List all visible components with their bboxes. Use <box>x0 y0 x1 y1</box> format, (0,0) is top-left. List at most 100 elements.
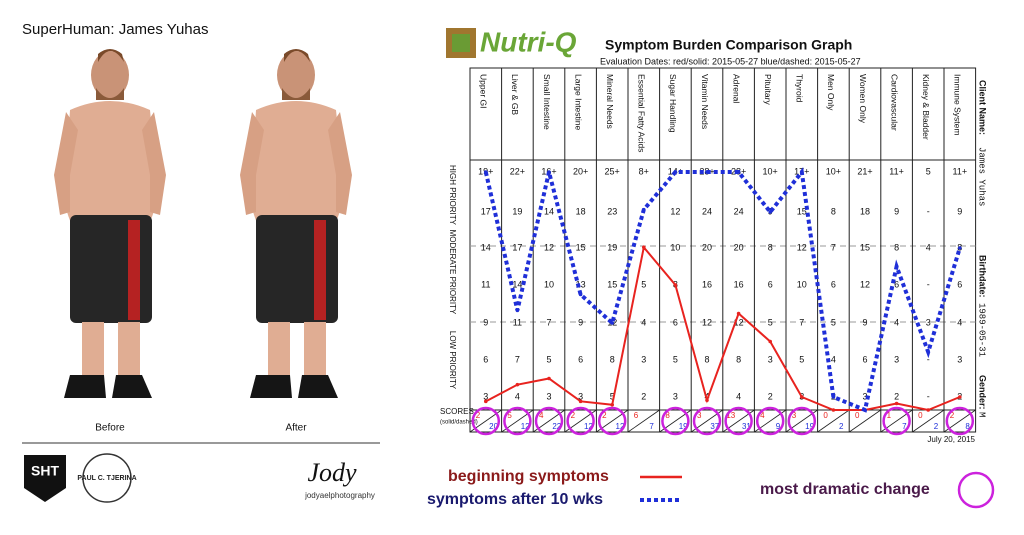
series-point <box>705 170 709 174</box>
score-label: 2 <box>602 411 607 420</box>
scale-label: 5 <box>799 354 804 364</box>
scale-label: 4 <box>926 242 931 252</box>
report-date: July 20, 2015 <box>927 435 975 444</box>
series-point <box>958 395 962 399</box>
score-label: 19 <box>679 422 688 431</box>
scale-label: 20 <box>734 242 744 252</box>
scale-label: 5 <box>546 354 551 364</box>
logo-tjerina: PAUL C. TJERINA <box>77 475 136 482</box>
chart-subtitle: Evaluation Dates: red/solid: 2015-05-27 … <box>600 56 861 66</box>
scale-label: 7 <box>831 242 836 252</box>
photo-before <box>54 49 166 398</box>
scale-label: 24 <box>702 206 712 216</box>
scale-label: 17 <box>512 242 522 252</box>
logo-shield <box>24 455 66 502</box>
scale-label: 12 <box>734 317 744 327</box>
highlight-circle <box>661 406 690 436</box>
scale-label: 9 <box>578 317 583 327</box>
score-label: 7 <box>902 422 907 431</box>
score-diagonal <box>627 409 660 433</box>
score-label: 22 <box>552 422 561 431</box>
panel-title: SuperHuman: James Yuhas <box>22 21 209 38</box>
gender: M <box>977 412 987 417</box>
scale-label: 12 <box>860 279 870 289</box>
series-point <box>642 207 646 212</box>
score-diagonal <box>848 409 882 433</box>
series-point <box>547 376 551 381</box>
series-point <box>642 245 646 250</box>
legend-label: most dramatic change <box>760 481 930 498</box>
scale-label: 6 <box>673 317 678 327</box>
scale-label: 19 <box>512 206 522 216</box>
caption-before: Before <box>95 423 125 434</box>
scale-label: 4 <box>515 391 520 401</box>
highlight-circle <box>471 406 501 436</box>
series-point <box>578 399 583 404</box>
scale-label: 6 <box>768 279 773 289</box>
scale-label: 14 <box>512 279 522 289</box>
scale-label: 20+ <box>573 166 588 176</box>
priority-label: MODERATE PRIORITY <box>448 230 457 315</box>
scale-label: 6 <box>578 354 583 364</box>
highlight-circle <box>597 406 627 436</box>
scores-sublabel: (solid/dashed) <box>440 420 478 426</box>
scale-label: 10+ <box>763 166 778 176</box>
score-label: 2 <box>950 411 955 420</box>
score-label: 12 <box>584 422 593 431</box>
score-label: 0 <box>823 411 828 420</box>
column-header: Pituitary <box>763 74 773 105</box>
column-header: Thyroid <box>795 74 805 103</box>
score-diagonal <box>912 409 945 433</box>
scale-label: 8+ <box>639 166 649 176</box>
scale-label: 4 <box>894 317 899 327</box>
score-label: 19 <box>805 422 814 431</box>
scale-label: 17 <box>481 206 491 216</box>
scale-label: 3 <box>957 354 962 364</box>
scale-label: 10+ <box>826 166 841 176</box>
scale-label: 15 <box>607 279 617 289</box>
score-label: 1 <box>887 411 892 420</box>
series-point <box>768 339 772 344</box>
column-header: Essential Fatty Acids <box>637 74 647 152</box>
scale-label: 7 <box>546 317 551 327</box>
series-point <box>736 311 741 316</box>
series-point <box>673 170 678 174</box>
scale-label: 3 <box>926 317 931 327</box>
scale-label: 12 <box>702 317 712 327</box>
score-label: 37 <box>710 422 719 431</box>
series-point <box>673 283 678 287</box>
highlight-circle <box>503 406 532 436</box>
scale-label: 4 <box>704 391 709 401</box>
series-point <box>736 170 741 174</box>
scale-label: 4 <box>641 317 646 327</box>
column-header: Men Only <box>826 74 836 111</box>
series-point <box>831 408 836 412</box>
score-label: 13 <box>726 411 735 420</box>
series-point <box>610 403 614 407</box>
series-point <box>926 408 930 412</box>
scale-label: 18 <box>860 206 870 216</box>
scale-label: 15 <box>797 206 807 216</box>
scale-label: 2 <box>641 391 646 401</box>
column-header: Vitamin Needs <box>700 74 710 129</box>
score-label: 12 <box>521 422 530 431</box>
scale-label: 11 <box>513 317 522 327</box>
scale-label: - <box>927 279 930 289</box>
scale-label: 8 <box>610 354 615 364</box>
series-point <box>610 321 614 325</box>
score-label: 2 <box>476 411 481 420</box>
series-point <box>484 170 488 174</box>
scale-label: 25+ <box>605 166 620 176</box>
series-line <box>483 167 962 413</box>
scale-label: 4 <box>736 391 741 401</box>
series-point <box>926 350 930 354</box>
highlight-circle <box>882 406 911 436</box>
gender-label: Gender: <box>978 375 988 410</box>
series-point <box>768 210 772 214</box>
highlight-circle <box>755 406 785 436</box>
column-header: Kidney & Bladder <box>921 74 931 140</box>
scale-label: 6 <box>831 279 836 289</box>
client-name: James Yuhas <box>977 147 987 206</box>
column-header: Large Intestine <box>573 74 583 131</box>
